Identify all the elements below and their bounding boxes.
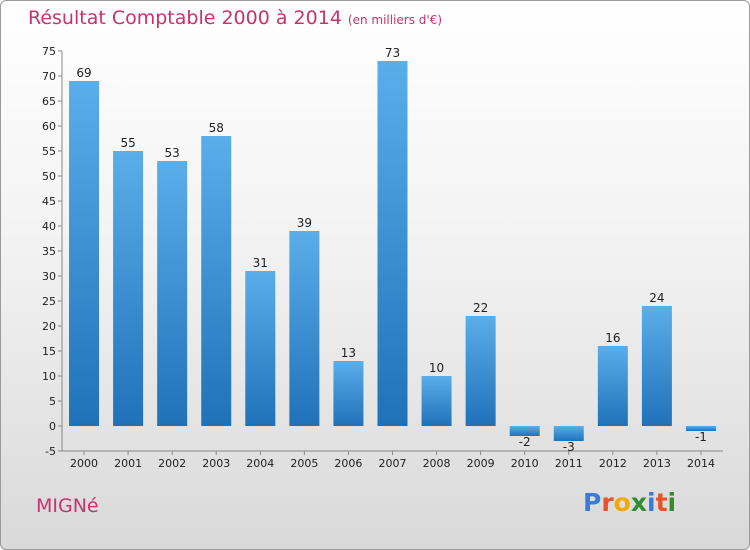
x-tick-label-2011: 2011	[555, 457, 583, 470]
data-label-2014: -1	[695, 430, 707, 444]
y-tick-label: 70	[42, 70, 56, 83]
data-label-2006: 13	[341, 346, 356, 360]
x-tick-label-2002: 2002	[158, 457, 186, 470]
x-tick-label-2010: 2010	[511, 457, 539, 470]
x-tick-label-2001: 2001	[114, 457, 142, 470]
data-label-2010: -2	[519, 435, 531, 449]
data-label-2008: 10	[429, 361, 444, 375]
x-tick-label-2007: 2007	[379, 457, 407, 470]
y-tick-label: 25	[42, 295, 56, 308]
x-tick-label-2009: 2009	[467, 457, 495, 470]
y-tick-label: 30	[42, 270, 56, 283]
x-tick-label-2008: 2008	[423, 457, 451, 470]
y-tick-label: 10	[42, 370, 56, 383]
x-tick-label-2004: 2004	[246, 457, 274, 470]
bar-2004	[245, 271, 276, 426]
y-tick-label: 55	[42, 145, 56, 158]
x-tick-label-2005: 2005	[290, 457, 318, 470]
bar-2001	[113, 151, 144, 426]
x-tick-label-2003: 2003	[202, 457, 230, 470]
x-tick-label-2013: 2013	[643, 457, 671, 470]
data-label-2009: 22	[473, 301, 488, 315]
bar-2000	[69, 81, 100, 426]
x-tick-label-2012: 2012	[599, 457, 627, 470]
bar-2012	[597, 346, 628, 426]
y-tick-label: 15	[42, 345, 56, 358]
y-tick-label: -5	[45, 445, 56, 458]
data-label-2001: 55	[120, 136, 135, 150]
bar-2007	[377, 61, 408, 426]
bar-2014	[685, 426, 716, 431]
chart-data-labels: 69 55 53 58 31 39 13 73 10 22 -2 -3 16 24 -1	[76, 46, 707, 454]
y-tick-label: 0	[49, 420, 56, 433]
data-label-2007: 73	[385, 46, 400, 60]
data-label-2004: 31	[253, 256, 268, 270]
data-label-2002: 53	[165, 146, 180, 160]
bar-2008	[421, 376, 452, 426]
y-tick-label: 5	[49, 395, 56, 408]
x-tick-label-2000: 2000	[70, 457, 98, 470]
y-tick-label: 35	[42, 245, 56, 258]
data-label-2003: 58	[209, 121, 224, 135]
chart-title-text: Résultat Comptable 2000 à 2014	[28, 7, 342, 29]
proxiti-logo: Proxiti	[583, 488, 677, 517]
bar-2013	[641, 306, 672, 426]
y-tick-label: 45	[42, 195, 56, 208]
bar-2009	[465, 316, 496, 426]
bar-2011	[553, 426, 584, 441]
chart-axes: -5 0 5 10 15 20 25 30 35 40 45 50 55 60 65 70 75 2000 2001…	[42, 45, 723, 470]
y-tick-label: 40	[42, 220, 56, 233]
chart-subtitle: (en milliers d'€)	[347, 13, 443, 27]
y-tick-label: 20	[42, 320, 56, 333]
y-tick-label: 75	[42, 45, 56, 58]
data-label-2005: 39	[297, 216, 312, 230]
y-tick-label: 50	[42, 170, 56, 183]
bar-2002	[157, 161, 188, 426]
x-tick-label-2006: 2006	[334, 457, 362, 470]
chart-title: Résultat Comptable 2000 à 2014 (en millie…	[28, 7, 442, 29]
bar-2003	[201, 136, 232, 426]
data-label-2011: -3	[563, 440, 575, 454]
y-tick-label: 60	[42, 120, 56, 133]
chart-bars	[69, 61, 716, 441]
data-label-2000: 69	[76, 66, 91, 80]
data-label-2013: 24	[649, 291, 664, 305]
bar-2005	[289, 231, 320, 426]
data-label-2012: 16	[605, 331, 620, 345]
bar-2006	[333, 361, 364, 426]
bar-2010	[509, 426, 540, 436]
x-tick-label-2014: 2014	[687, 457, 715, 470]
y-tick-label: 65	[42, 95, 56, 108]
commune-name: MIGNé	[36, 495, 99, 517]
